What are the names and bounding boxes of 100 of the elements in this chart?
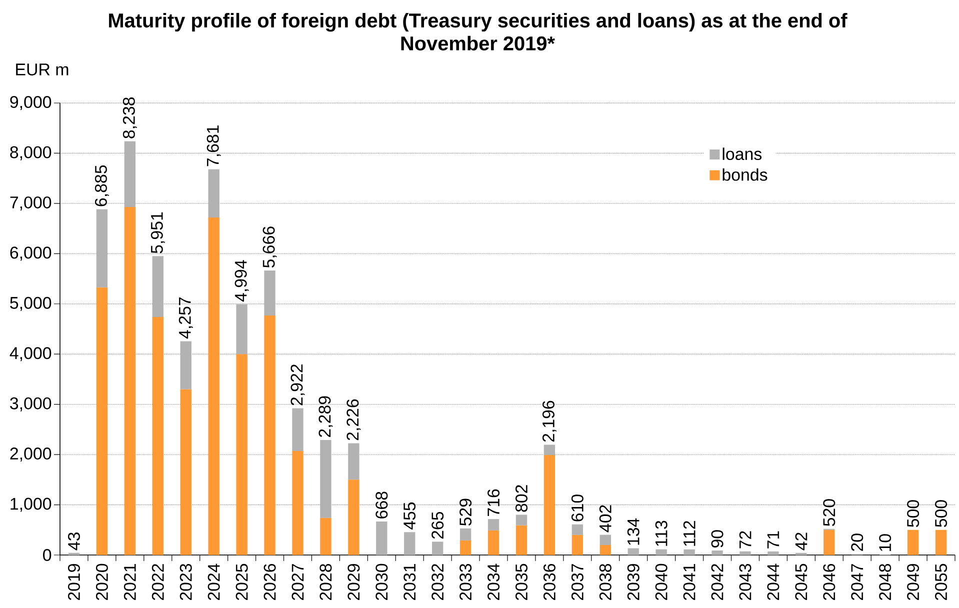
bar xyxy=(376,521,388,555)
bar xyxy=(684,549,695,555)
total-label: 7,681 xyxy=(206,125,221,166)
x-tick-label: 2040 xyxy=(655,564,668,600)
x-tick-label: 2022 xyxy=(152,564,164,600)
total-label: 2,196 xyxy=(542,400,556,442)
y-tick-label: 0 xyxy=(43,549,52,561)
chart-title: Maturity profile of foreign debt (Treasury securities and loans) as at the end of November 2019* xyxy=(109,12,848,50)
bar xyxy=(935,530,947,555)
bar xyxy=(600,544,611,555)
total-label: 90 xyxy=(711,530,724,548)
total-label: 113 xyxy=(655,520,668,546)
x-tick-label: 2044 xyxy=(767,564,780,600)
y-tick-label: 4,000 xyxy=(10,347,52,362)
bar xyxy=(516,514,528,526)
bar xyxy=(544,444,556,456)
x-tick-label: 2036 xyxy=(543,564,556,600)
total-label: 5,666 xyxy=(262,226,277,268)
bar xyxy=(824,530,835,555)
bar xyxy=(404,532,416,555)
bar xyxy=(712,550,723,555)
bar xyxy=(488,530,500,555)
bar xyxy=(152,316,164,555)
x-tick-label: 2030 xyxy=(376,564,388,600)
x-tick-label: 2023 xyxy=(180,564,192,600)
bar xyxy=(544,455,556,555)
y-tick-label: 6,000 xyxy=(10,246,52,261)
total-label: 71 xyxy=(767,531,780,548)
x-tick-label: 2049 xyxy=(907,564,920,600)
x-tick-label: 2039 xyxy=(627,564,640,600)
bar xyxy=(628,548,639,555)
bar xyxy=(516,525,528,555)
total-label: 4,257 xyxy=(178,297,193,339)
x-tick-label: 2028 xyxy=(320,564,332,600)
y-tick-label: 2,000 xyxy=(10,448,52,462)
x-tick-label: 2048 xyxy=(879,564,892,600)
x-tick-label: 2042 xyxy=(711,564,724,600)
x-tick-label: 2026 xyxy=(264,564,276,600)
x-tick-label: 2043 xyxy=(739,564,752,600)
x-tick-label: 2024 xyxy=(208,564,220,600)
total-label: 668 xyxy=(376,492,388,518)
y-tick-label: 3,000 xyxy=(10,397,52,412)
total-label: 10 xyxy=(879,534,892,551)
x-tick-label: 2025 xyxy=(236,564,248,600)
bar xyxy=(488,519,500,530)
bar xyxy=(460,528,472,540)
x-tick-label: 2035 xyxy=(515,564,528,600)
bar xyxy=(460,540,472,555)
total-label: 802 xyxy=(515,485,528,512)
total-label: 265 xyxy=(432,512,444,539)
total-label: 6,885 xyxy=(94,165,109,206)
total-label: 42 xyxy=(795,532,808,550)
y-tick-label: 9,000 xyxy=(10,96,52,110)
total-label: 500 xyxy=(907,500,920,528)
total-label: 4,994 xyxy=(234,260,249,302)
total-label: 134 xyxy=(627,518,640,545)
bar xyxy=(572,534,584,555)
bar xyxy=(600,534,611,545)
x-tick-label: 2031 xyxy=(404,564,416,600)
bar xyxy=(320,518,332,555)
total-label: 500 xyxy=(935,500,948,528)
x-tick-label: 2033 xyxy=(460,564,472,600)
y-tick-label: 8,000 xyxy=(10,146,52,160)
x-tick-label: 2047 xyxy=(851,564,864,600)
bar xyxy=(96,209,108,288)
bar xyxy=(292,451,304,555)
x-tick-label: 2046 xyxy=(823,564,836,600)
bar xyxy=(292,408,304,452)
bar xyxy=(656,549,667,555)
bar xyxy=(348,443,360,480)
bar xyxy=(124,206,136,555)
total-label: 610 xyxy=(571,494,584,522)
bar xyxy=(264,270,276,316)
total-label: 112 xyxy=(683,521,696,546)
bar xyxy=(208,218,220,555)
x-tick-label: 2045 xyxy=(795,564,808,600)
x-tick-label: 2041 xyxy=(683,564,696,600)
bar xyxy=(740,551,751,555)
bar xyxy=(96,287,108,555)
total-label: 5,951 xyxy=(150,212,165,254)
bar xyxy=(768,551,779,555)
bar xyxy=(348,480,360,555)
total-label: 72 xyxy=(739,531,752,548)
legend-label: bonds xyxy=(722,168,768,181)
bar xyxy=(180,389,192,555)
x-tick-label: 2021 xyxy=(124,564,136,600)
bar xyxy=(907,530,919,555)
x-tick-label: 2032 xyxy=(432,564,444,600)
total-label: 2,289 xyxy=(318,396,333,437)
bar xyxy=(264,315,276,555)
x-tick-label: 2037 xyxy=(571,564,584,600)
x-tick-label: 2027 xyxy=(292,564,304,600)
bar xyxy=(320,440,332,518)
total-label: 520 xyxy=(823,499,836,526)
bar xyxy=(208,169,220,218)
bar xyxy=(432,542,444,555)
bar xyxy=(152,256,164,317)
y-tick-label: 5,000 xyxy=(10,296,52,311)
x-tick-label: 2034 xyxy=(488,564,500,600)
y-tick-label: 7,000 xyxy=(10,196,52,210)
